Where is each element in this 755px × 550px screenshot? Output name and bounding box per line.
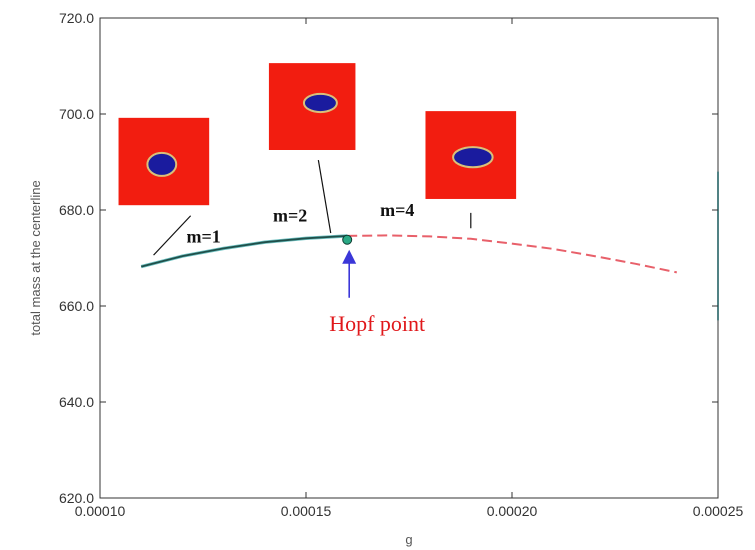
y-tick-label: 700.0 bbox=[59, 106, 94, 122]
y-tick-label: 640.0 bbox=[59, 394, 94, 410]
x-tick-label: 0.00015 bbox=[281, 503, 332, 519]
ticks-layer: 0.00010 0.00015 0.00020 0.00025 620.0 640.0 66… bbox=[59, 10, 744, 519]
annotation-label: m=4 bbox=[380, 200, 414, 220]
annotation-label: m=1 bbox=[187, 227, 221, 247]
y-tick-label: 720.0 bbox=[59, 10, 94, 26]
x-tick-label: 0.00020 bbox=[487, 503, 538, 519]
drop-shape bbox=[302, 92, 338, 114]
drop-shape bbox=[452, 146, 494, 169]
solid-branch-halo bbox=[140, 234, 348, 269]
y-tick-label: 620.0 bbox=[59, 490, 94, 506]
solid-branch-line bbox=[140, 235, 348, 268]
curve-layer bbox=[140, 234, 678, 274]
y-tick-label: 680.0 bbox=[59, 202, 94, 218]
x-axis-label: g bbox=[405, 532, 412, 547]
x-tick-label: 0.00025 bbox=[693, 503, 744, 519]
hopf-layer bbox=[342, 234, 357, 298]
dashed-branch-line bbox=[347, 234, 678, 274]
insets-layer bbox=[118, 63, 517, 206]
drop-shape bbox=[146, 151, 178, 177]
y-axis-label: total mass at the centerline bbox=[28, 180, 43, 335]
y-tick-label: 660.0 bbox=[59, 298, 94, 314]
hopf-point-marker bbox=[342, 234, 353, 245]
hopf-point-label: Hopf point bbox=[329, 311, 425, 336]
annotation-leader-line bbox=[317, 159, 332, 234]
hopf-arrow-head bbox=[342, 249, 357, 264]
x-tick-label: 0.00010 bbox=[75, 503, 126, 519]
annotation-label: m=2 bbox=[273, 206, 307, 226]
plot-frame bbox=[99, 17, 719, 499]
annotation-leader-line bbox=[153, 215, 192, 256]
